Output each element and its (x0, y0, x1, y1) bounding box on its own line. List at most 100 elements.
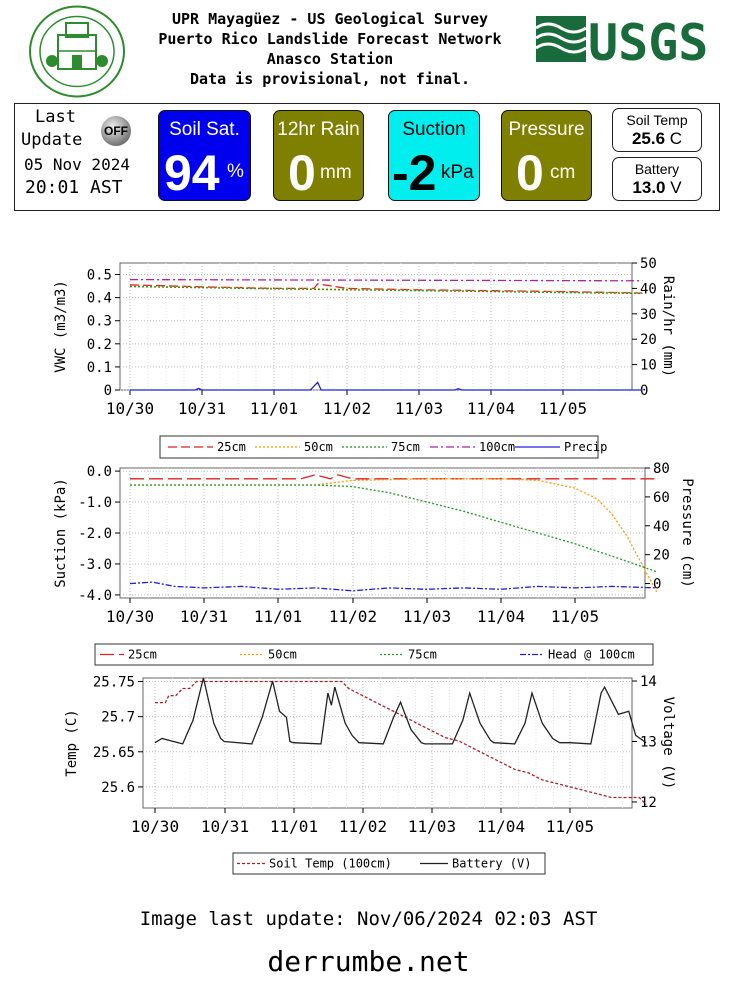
y-tick-label: 0.4 (87, 291, 112, 307)
legend-label: Soil Temp (100cm) (269, 857, 392, 871)
y2-tick-label: 0 (640, 383, 648, 399)
upr-seal-logo (29, 5, 125, 98)
x-tick-label: 11/04 (467, 399, 515, 418)
y-tick-label: 25.7 (101, 710, 135, 726)
x-tick-label: 11/04 (477, 817, 525, 836)
status-panel: Last Update OFF 05 Nov 2024 20:01 AST So… (14, 103, 720, 211)
legend-label: Head @ 100cm (548, 648, 635, 662)
x-tick-label: 10/31 (180, 607, 228, 626)
x-tick-label: 11/01 (270, 817, 318, 836)
legend-label: 25cm (217, 440, 246, 454)
series-line-75cm (129, 285, 643, 295)
y-tick-label: 0.0 (87, 464, 112, 480)
soil-temp-unit: C (669, 129, 683, 148)
x-tick-label: 11/03 (395, 399, 443, 418)
x-tick-label: 11/04 (477, 607, 525, 626)
update-date: 05 Nov 2024 (24, 155, 130, 174)
suction-card: Suction -2 kPa (388, 110, 480, 201)
y-tick-label: 0.2 (87, 337, 112, 353)
y-tick-label: 0.1 (87, 360, 112, 376)
y-tick-label: -1.0 (78, 495, 112, 511)
y-tick-label: 25.6 (101, 780, 135, 796)
suction-label: Suction (402, 119, 466, 140)
y2-tick-label: 20 (653, 548, 670, 564)
y2-tick-label: 30 (640, 307, 657, 323)
image-update-text: Image last update: Nov/06/2024 02:03 AST (139, 908, 598, 930)
chart-2: 10/30 10/31 11/01 11/02 11/03 11/04 11/05 -4.0 -… (53, 461, 695, 666)
y2-tick-label: 14 (640, 674, 657, 690)
update-time: 20:01 AST (25, 177, 123, 198)
y2-tick-label: 50 (640, 256, 657, 272)
series-line-50cm (130, 478, 658, 593)
header-line-3: Anasco Station (266, 50, 394, 68)
pressure-label: Pressure (508, 119, 585, 140)
last-label: Last (35, 107, 76, 127)
series-line-head-100cm (129, 581, 657, 592)
x-tick-label: 11/05 (546, 817, 594, 836)
charts-area: 10/30 10/31 11/01 11/02 11/03 11/04 11/05 0 0.1 0… (53, 256, 695, 875)
usgs-logo: USGS (536, 14, 708, 66)
svg-text:USGS: USGS (588, 14, 708, 66)
y2-tick-label: 40 (640, 281, 657, 297)
soil-temp-label: Soil Temp (626, 112, 688, 128)
legend-box (232, 852, 546, 875)
battery-label: Battery (634, 161, 680, 177)
update-label: Update (21, 130, 83, 150)
y-axis-label: Suction (kPa) (53, 478, 69, 588)
y-tick-label: 25.75 (93, 675, 135, 691)
y-tick-label: -4.0 (78, 588, 112, 604)
soil-sat-value: 94 (164, 145, 220, 201)
y2-tick-label: 12 (640, 795, 657, 811)
pressure-card: Pressure 0 cm (501, 110, 592, 201)
suction-value: -2 (392, 145, 437, 201)
chart-1: 10/30 10/31 11/01 11/02 11/03 11/04 11/05 0 0.1 0… (53, 256, 676, 459)
x-tick-label: 10/30 (131, 817, 179, 836)
y2-tick-label: 80 (653, 461, 670, 477)
header-line-4: Data is provisional, not final. (190, 70, 470, 88)
y-tick-label: 0.3 (87, 314, 112, 330)
y2-tick-label: 60 (653, 490, 670, 506)
legend-label: 50cm (268, 648, 297, 662)
x-tick-label: 11/01 (250, 399, 298, 418)
legend-label: 75cm (391, 440, 420, 454)
y2-tick-label: 10 (640, 358, 657, 374)
battery-value: 13.0 (632, 178, 666, 197)
y-tick-label: -2.0 (78, 526, 112, 542)
site-link[interactable]: derrumbe.net (267, 945, 470, 978)
y-tick-label: 0.5 (87, 268, 112, 284)
battery-card: Battery 13.0 V (612, 157, 702, 201)
legend-label: Precip (564, 440, 607, 454)
battery-unit: V (670, 178, 682, 197)
soil-sat-label: Soil Sat. (169, 119, 240, 140)
soil-temp-value: 25.6 (631, 129, 666, 148)
legend-label: 100cm (479, 440, 515, 454)
series-line-precip (130, 381, 643, 391)
y-tick-label: 25.65 (93, 745, 135, 761)
suction-unit: kPa (441, 162, 474, 183)
x-tick-label: 11/02 (329, 607, 377, 626)
legend-label: 25cm (128, 648, 157, 662)
y2-axis-label: Rain/hr (mm) (660, 276, 676, 377)
rain-card: 12hr Rain 0 mm (273, 110, 364, 201)
y2-tick-label: 20 (640, 332, 657, 348)
soil-saturation-card: Soil Sat. 94 % (158, 110, 251, 201)
legend-label: Battery (V) (452, 857, 531, 871)
x-tick-label: 11/02 (339, 817, 387, 836)
chart-3: 10/30 10/31 11/01 11/02 11/03 11/04 11/05 25.6 2… (64, 674, 676, 875)
x-tick-label: 10/31 (201, 817, 249, 836)
series-line-battery-v- (154, 677, 647, 745)
y-tick-label: 0 (104, 383, 112, 399)
pressure-unit: cm (550, 162, 576, 183)
x-tick-label: 11/05 (539, 399, 587, 418)
x-tick-label: 10/31 (178, 399, 226, 418)
x-tick-label: 11/01 (254, 607, 302, 626)
plot-frame (142, 677, 633, 809)
y-axis-label: VWC (m3/m3) (53, 280, 69, 373)
pressure-value: 0 (516, 145, 544, 201)
soil-temp-card: Soil Temp 25.6 C (612, 108, 702, 152)
x-tick-label: 10/30 (106, 399, 154, 418)
legend-label: 50cm (304, 440, 333, 454)
x-tick-label: 11/03 (408, 817, 456, 836)
legend-label: 75cm (408, 648, 437, 662)
y-axis-label: Temp (C) (64, 709, 80, 776)
